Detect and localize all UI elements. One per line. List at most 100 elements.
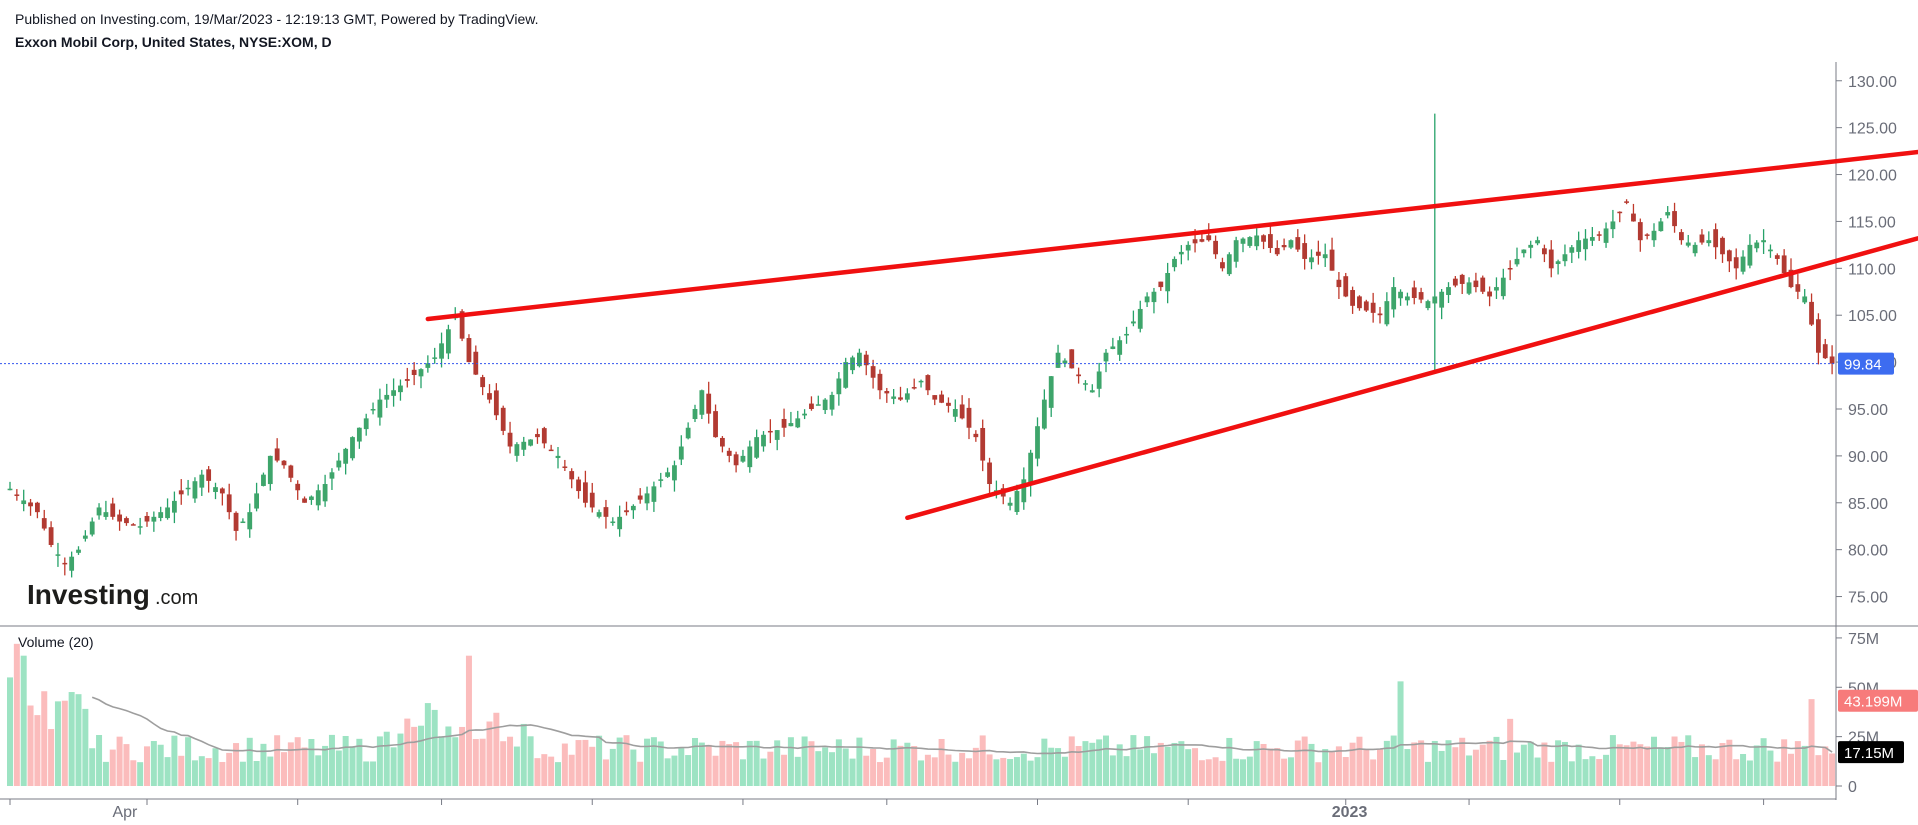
volume-bar [993,759,1000,786]
volume-bar [849,758,856,786]
candle-down [1329,249,1335,271]
candle-up [1583,238,1588,250]
candle-down [1617,211,1623,214]
candle-down [1192,239,1198,244]
candle-down [1679,232,1684,241]
candle-down [733,454,739,466]
candle-down [713,411,718,438]
candle-down [898,397,903,400]
volume-bar [979,735,986,786]
volume-bar [945,754,952,786]
candle-down [925,375,931,391]
time-axis-ticks: Apr 2023 [9,799,1765,821]
volume-bar [1089,742,1096,786]
volume-bar [1794,741,1801,786]
volume-bar [1260,743,1267,786]
price-tick-label: 120.00 [1848,168,1897,185]
volume-bar [116,736,123,786]
volume-bar [418,725,424,786]
trendlines[interactable] [425,149,1918,521]
volume-bar [1013,757,1020,786]
volume-bar [322,745,329,786]
volume-bar [678,748,685,786]
volume-bar [534,758,541,786]
volume-bar [527,736,534,786]
candle-down [1631,213,1636,222]
candle-up [1446,287,1451,295]
volume-bar [1150,753,1157,786]
volume-bar [1075,746,1082,786]
candle-up [384,394,390,400]
candle-down [41,518,47,529]
candle-up [137,526,143,528]
volume-bar [1616,744,1623,786]
candle-down [219,488,225,494]
candle-up [1432,296,1438,304]
candle-up [699,390,705,415]
volume-bar [171,735,178,786]
volume-bar [123,744,130,786]
volume-bar [54,701,61,786]
volume-bar [897,745,904,786]
candle-up [69,556,75,571]
volume-bar [733,742,740,786]
volume-bar [1438,750,1445,786]
volume-bar [1020,753,1027,786]
volume-bar [96,735,103,786]
volume-bar [424,703,431,786]
candle-up [1665,212,1671,216]
candle-down [411,369,417,375]
candle-up [172,500,177,513]
candle-down [973,433,979,438]
candle-up [815,404,821,406]
volume-bar [1541,742,1548,786]
candle-down [274,448,280,461]
volume-bar [808,741,815,786]
last-price-badge: 99.84 [1838,352,1894,375]
volume-bar [1829,753,1836,786]
candle-up [672,465,677,481]
volume-bar [705,744,712,786]
volume-bar [787,737,794,786]
candle-up [1500,277,1506,297]
candle-down [535,434,540,438]
candle-up [391,390,396,396]
published-caption: Published on Investing.com, 19/Mar/2023 … [15,11,539,27]
candle-up [918,380,924,383]
volume-bar [664,758,671,786]
volume-bar [952,761,959,786]
candle-down [1816,319,1821,353]
volume-bar [1726,739,1733,786]
candle-down [1596,234,1602,236]
candle-up [692,408,698,420]
candle-up [1425,301,1431,309]
candle-up [309,496,314,500]
candle-down [1487,291,1492,297]
volume-bar [555,762,561,786]
candle-up [857,352,862,367]
candle-up [1240,238,1246,244]
logo-brand-text: Investing [27,579,150,610]
candle-up [7,488,13,491]
candle-up [1309,257,1314,263]
candle-up [267,455,273,485]
candle-down [487,393,492,400]
volume-bar [630,749,637,786]
candle-up [685,427,691,439]
candle-up [1576,240,1582,252]
symbol-title: Exxon Mobil Corp, United States, NYSE:XO… [15,34,332,50]
volume-bar [404,718,411,786]
candle-down [466,338,472,363]
volume-bar [1479,744,1486,786]
volume-bar [1603,754,1610,786]
volume-bar [27,705,34,786]
candle-down [480,377,486,388]
volume-bar [1404,749,1411,786]
volume-bar [287,742,294,786]
candle-down [1809,301,1814,325]
candle-down [637,495,643,500]
volume-bar [1000,757,1007,786]
volume-bar [89,748,96,786]
